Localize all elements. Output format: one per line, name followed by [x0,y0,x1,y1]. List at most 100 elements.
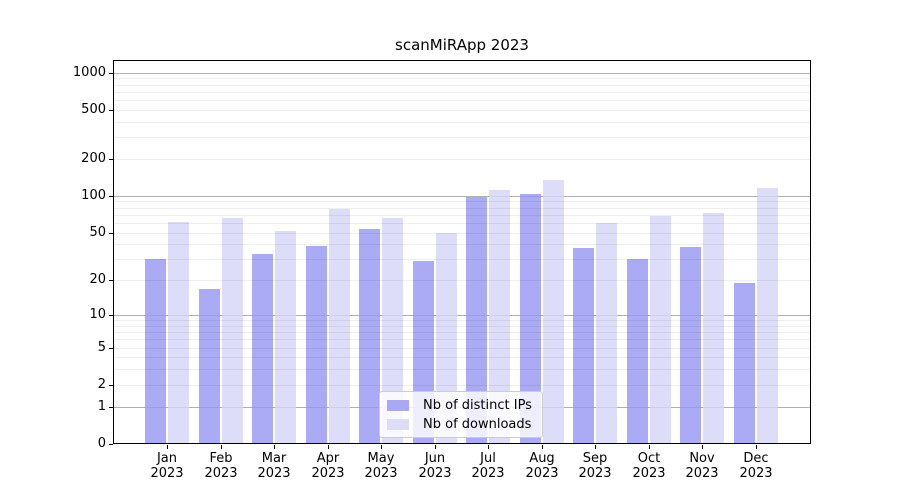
x-tick-year: 2023 [471,466,505,481]
x-tick-year: 2023 [257,466,291,481]
y-tick-mark-100 [109,196,113,197]
bar-ips-dec [733,282,755,444]
x-tick-year: 2023 [418,466,452,481]
y-tick-mark-200 [109,159,113,160]
x-tick-mark-sep [595,445,596,449]
bar-downloads-jul [489,189,510,444]
bar-ips-nov [680,247,701,444]
gridline-minor-500 [113,110,811,111]
bar-downloads-oct [649,216,671,444]
x-tick-year: 2023 [578,466,612,481]
x-tick-month: Oct [637,451,661,466]
x-tick-label-jan: Jan 2023 [137,451,197,481]
plot-area [113,60,811,444]
y-tick-mark-10 [109,315,113,316]
gridline-minor-60 [113,223,811,224]
gridline-minor-4 [113,357,811,358]
x-tick-label-oct: Oct 2023 [619,451,679,481]
y-tick-label-20: 20 [89,272,106,287]
legend-swatch-distinct-ips [387,399,409,411]
x-tick-mark-apr [328,445,329,449]
y-tick-mark-5 [109,348,113,349]
y-tick-label-0: 0 [97,436,106,451]
bar-downloads-dec [756,188,778,444]
x-tick-month: Jan [156,451,178,466]
y-tick-label-1000: 1000 [72,65,106,80]
x-tick-mark-jan [167,445,168,449]
x-tick-mark-dec [756,445,757,449]
gridline-minor-8 [113,326,811,327]
x-tick-label-aug: Aug 2023 [512,451,572,481]
legend-item-downloads: Nb of downloads [387,417,542,432]
x-tick-label-dec: Dec 2023 [726,451,786,481]
y-tick-label-5: 5 [97,340,106,355]
y-tick-label-10: 10 [89,307,106,322]
y-tick-label-1: 1 [97,399,106,414]
x-tick-mark-jun [435,445,436,449]
x-tick-month: Apr [316,451,340,466]
bar-downloads-sep [596,223,617,444]
x-tick-mark-nov [702,445,703,449]
bar-ips-sep [573,248,594,444]
x-tick-year: 2023 [364,466,398,481]
x-tick-month: Jul [480,451,496,466]
x-tick-month: Jun [424,451,446,466]
x-tick-month: Dec [743,451,769,466]
x-tick-month: Sep [582,451,608,466]
bar-downloads-mar [275,230,296,444]
x-tick-label-feb: Feb 2023 [191,451,251,481]
y-tick-label-200: 200 [81,151,106,166]
x-tick-label-sep: Sep 2023 [565,451,625,481]
bar-ips-mar [252,254,273,444]
x-tick-year: 2023 [150,466,184,481]
y-tick-label-100: 100 [81,188,106,203]
x-tick-year: 2023 [311,466,345,481]
gridline-minor-3 [113,369,811,370]
x-tick-label-jul: Jul 2023 [458,451,518,481]
gridline-major-1000 [113,73,811,74]
bar-ips-jan [145,259,166,444]
legend-item-distinct-ips: Nb of distinct IPs [387,398,542,413]
gridline-minor-200 [113,159,811,160]
gridline-major-10 [113,315,811,316]
x-tick-mark-aug [542,445,543,449]
x-tick-month: Nov [689,451,715,466]
gridline-minor-7 [113,332,811,333]
gridline-minor-700 [113,92,811,93]
bar-ips-feb [198,288,220,444]
y-tick-label-50: 50 [89,225,106,240]
y-tick-mark-500 [109,110,113,111]
gridline-minor-90 [113,201,811,202]
bar-downloads-jan [168,222,189,444]
gridline-minor-9 [113,320,811,321]
gridline-minor-600 [113,100,811,101]
x-tick-label-mar: Mar 2023 [244,451,304,481]
gridline-minor-70 [113,215,811,216]
gridline-minor-50 [113,233,811,234]
x-tick-year: 2023 [204,466,238,481]
x-tick-label-may: May 2023 [351,451,411,481]
bar-ips-jul [466,196,487,444]
gridline-minor-40 [113,244,811,245]
x-tick-year: 2023 [685,466,719,481]
bar-ips-oct [626,259,648,444]
y-tick-mark-1 [109,407,113,408]
gridline-minor-400 [113,122,811,123]
y-tick-label-2: 2 [97,377,106,392]
x-tick-mark-mar [274,445,275,449]
bar-downloads-aug [542,179,564,444]
x-tick-mark-feb [221,445,222,449]
gridline-minor-300 [113,137,811,138]
x-tick-month: Mar [261,451,287,466]
x-tick-mark-may [381,445,382,449]
bar-ips-may [359,228,380,444]
x-tick-mark-oct [649,445,650,449]
y-tick-label-500: 500 [81,102,106,117]
bar-downloads-apr [328,209,350,444]
x-tick-month: Aug [529,451,555,466]
bar-downloads-feb [221,217,243,444]
x-tick-label-apr: Apr 2023 [298,451,358,481]
gridline-minor-900 [113,78,811,79]
x-tick-mark-jul [488,445,489,449]
